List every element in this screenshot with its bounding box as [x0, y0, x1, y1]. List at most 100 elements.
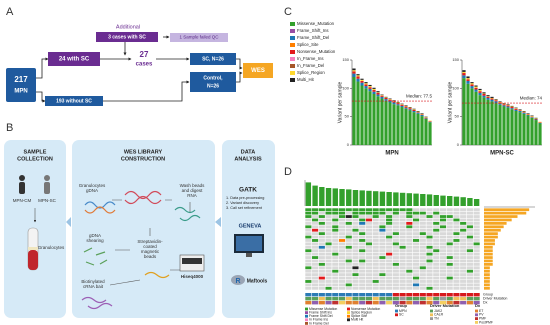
- bar-segment: [530, 117, 534, 145]
- annotation-cell: [460, 297, 467, 301]
- oncoplot-cell: [439, 256, 447, 259]
- oncoplot-cell: [305, 269, 312, 273]
- oncoplot-cell: [352, 269, 359, 273]
- annotation-cell: [392, 301, 399, 305]
- stage-title: ANALYSIS: [234, 156, 262, 162]
- oncoplot-cell: [399, 242, 406, 246]
- bar-segment: [416, 112, 420, 113]
- bar: [473, 199, 480, 206]
- bar-segment: [538, 123, 542, 145]
- oncoplot-cell: [433, 249, 440, 253]
- dna-illustrations: [81, 190, 201, 310]
- legend-swatch: [475, 313, 478, 317]
- annotation-cell: [345, 293, 352, 297]
- bar-segment: [490, 96, 494, 98]
- oncoplot-cell: [372, 215, 379, 218]
- bar-segment: [474, 89, 478, 92]
- oncoplot-cell: [332, 269, 339, 273]
- step-label: and digest: [182, 188, 204, 193]
- oncoplot-cell: [372, 245, 379, 249]
- oncoplot-cell: [460, 245, 467, 249]
- node: [190, 72, 236, 92]
- oncoplot-cell: [305, 208, 312, 212]
- bar-segment: [530, 115, 534, 117]
- oncoplot-cell: [466, 273, 473, 277]
- oncoplot-cell: [305, 249, 312, 253]
- oncoplot-cell: [352, 262, 359, 266]
- oncoplot-cell: [372, 239, 379, 242]
- oncoplot-cell: [325, 256, 332, 259]
- annotation-cell: [399, 297, 406, 301]
- annotation-cell: [392, 293, 399, 297]
- oncoplot-cell: [426, 215, 433, 218]
- oncoplot-cell: [318, 266, 325, 270]
- oncoplot-cell: [419, 276, 426, 280]
- annotation-cell: [439, 297, 447, 301]
- bar-segment: [470, 83, 474, 85]
- oncoplot-cell: [318, 242, 325, 246]
- oncoplot-cell: [379, 218, 386, 222]
- oncoplot-cell: [426, 259, 433, 263]
- annotation-cell: [466, 301, 473, 305]
- bar-segment: [424, 117, 428, 119]
- oncoplot-cell: [312, 215, 319, 218]
- bar-segment: [408, 110, 412, 145]
- bar-segment: [400, 103, 404, 105]
- oncoplot-cell: [372, 280, 379, 283]
- annotation-cell: [332, 293, 339, 297]
- legend-swatch: [475, 309, 478, 313]
- oncoplot-cell: [466, 269, 473, 273]
- bar-segment: [486, 95, 490, 97]
- bar-segment: [384, 99, 388, 101]
- oncoplot-cell: [318, 280, 325, 283]
- oncoplot-cell: [439, 252, 447, 256]
- oncoplot-cell: [318, 259, 325, 263]
- tool-label: GATK: [239, 187, 257, 194]
- oncoplot-cell: [446, 249, 453, 253]
- oncoplot-cell: [359, 239, 366, 242]
- bar: [352, 190, 359, 206]
- oncoplot-cell: [433, 232, 440, 236]
- bar-segment: [502, 104, 506, 106]
- oncoplot-cell: [305, 215, 312, 218]
- oncoplot-cell: [325, 228, 332, 232]
- oncoplot-cell: [345, 228, 352, 232]
- bar-segment: [404, 107, 408, 109]
- oncoplot-cell: [352, 221, 359, 225]
- node: [48, 52, 100, 66]
- bar: [447, 196, 453, 206]
- oncoplot-cell: [466, 211, 473, 215]
- oncoplot-cell: [433, 221, 440, 225]
- oncoplot-cell: [392, 242, 399, 246]
- bar-segment: [364, 86, 368, 89]
- bar-segment: [534, 117, 538, 119]
- oncoplot-cell: [439, 232, 447, 236]
- bar-segment: [416, 111, 420, 112]
- oncoplot-cell: [386, 266, 393, 270]
- annotation-cell: [305, 301, 312, 305]
- oncoplot-cell: [446, 235, 453, 239]
- oncoplot-cell: [446, 221, 453, 225]
- oncoplot-cell: [426, 235, 433, 239]
- oncoplot-cell: [406, 215, 413, 218]
- step-label: RNA: [187, 193, 197, 198]
- oncoplot-cell: [473, 280, 480, 283]
- bar-segment: [510, 108, 514, 110]
- oncoplot-cell: [345, 259, 352, 263]
- oncoplot-cell: [419, 228, 426, 232]
- oncoplot-cell: [352, 286, 359, 290]
- oncoplot-cell: [406, 286, 413, 290]
- y-tick-label: 50: [455, 114, 460, 119]
- bar: [467, 198, 473, 206]
- oncoplot-cell: [446, 225, 453, 229]
- oncoplot-cell: [379, 269, 386, 273]
- annotation-cell: [372, 293, 379, 297]
- bar-segment: [470, 82, 474, 84]
- oncoplot-cell: [305, 239, 312, 242]
- oncoplot-cell: [460, 259, 467, 263]
- annotation-cell: [412, 301, 420, 305]
- oncoplot-cell: [412, 262, 420, 266]
- oncoplot-cell: [372, 211, 379, 215]
- oncoplot-cell: [338, 221, 346, 225]
